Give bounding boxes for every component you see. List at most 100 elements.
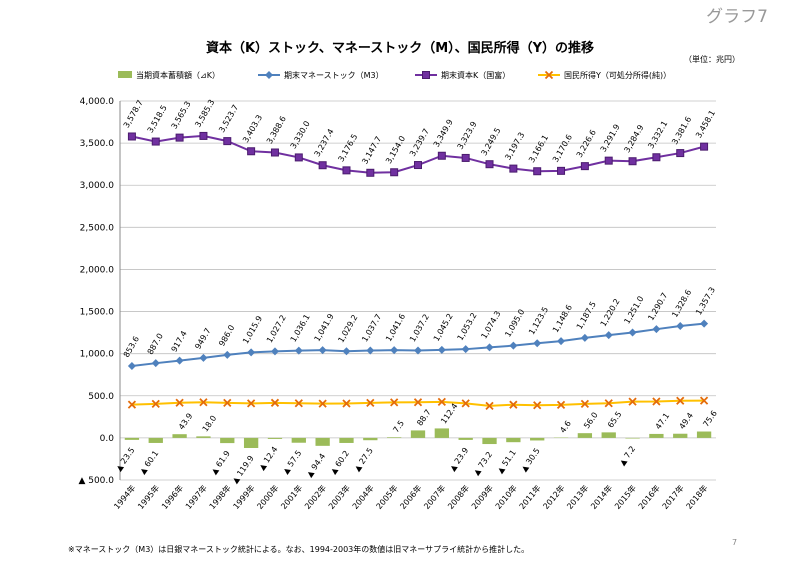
marker <box>533 401 542 410</box>
x-tick-label: 2018年 <box>684 483 710 511</box>
marker <box>533 167 542 176</box>
line-value-label: 1,041.6 <box>384 312 407 343</box>
line-value-label: 3,197.3 <box>503 131 526 162</box>
x-tick-label: 2000年 <box>255 483 281 511</box>
marker <box>652 397 661 406</box>
y-tick-label: 3,000.0 <box>80 181 115 191</box>
bar <box>673 433 688 438</box>
bar <box>243 437 259 448</box>
marker <box>223 137 232 146</box>
marker <box>556 400 566 409</box>
marker <box>437 345 446 354</box>
line-value-label: 3,226.6 <box>575 128 598 159</box>
marker <box>390 168 399 177</box>
bar <box>601 432 616 438</box>
marker <box>557 166 566 175</box>
line-value-label: 1,041.9 <box>313 312 336 343</box>
x-tick-label: 2003年 <box>326 483 352 511</box>
marker <box>604 156 613 165</box>
bar-value-label: ▲ 51.1 <box>495 448 518 475</box>
bar-value-label: 47.1 <box>654 411 672 431</box>
x-tick-label: 2004年 <box>350 483 376 511</box>
bar-value-label: ▲ 60.1 <box>138 449 161 476</box>
marker <box>270 347 279 356</box>
bar <box>696 431 712 438</box>
bar-value-label: 56.0 <box>582 411 600 431</box>
bar <box>267 437 283 439</box>
marker <box>270 398 280 407</box>
marker <box>151 399 160 409</box>
line-value-label: 1,037.7 <box>360 313 383 344</box>
marker <box>318 161 327 170</box>
x-tick-label: 2011年 <box>517 483 543 511</box>
marker <box>127 361 136 370</box>
bar-value-label: ▲ 94.4 <box>305 452 328 479</box>
marker <box>366 398 375 408</box>
y-tick-label: 1,500.0 <box>80 308 115 318</box>
marker <box>270 148 279 157</box>
x-tick-label: 1999年 <box>231 483 257 511</box>
y-tick-label: 1,000.0 <box>80 350 115 360</box>
marker <box>127 400 137 409</box>
line-value-label: 3,284.9 <box>622 123 645 154</box>
line-value-label: 1,290.7 <box>646 291 669 322</box>
bar <box>363 437 378 441</box>
bar-value-label: ▲ 23.5 <box>114 446 137 473</box>
line-value-label: 917.4 <box>170 329 189 353</box>
marker <box>294 346 303 355</box>
y-tick-label: 0.0 <box>100 434 115 444</box>
bar-value-label: ▲ 7.2 <box>618 444 638 467</box>
x-tick-label: 2005年 <box>374 483 400 511</box>
bar <box>315 437 330 446</box>
marker <box>223 398 232 407</box>
marker <box>414 346 422 355</box>
bar <box>530 437 545 441</box>
bar-value-label: 18.0 <box>201 414 219 434</box>
marker <box>437 151 446 160</box>
chart-title: 資本（K）ストック、マネーストック（M）、国民所得（Y）の推移 <box>206 40 594 56</box>
line-value-label: 3,381.6 <box>670 115 693 146</box>
line-value-label: 3,239.7 <box>408 127 431 158</box>
marker <box>342 347 351 356</box>
bar <box>625 437 640 439</box>
marker <box>699 396 709 405</box>
line-value-label: 1,095.0 <box>503 308 526 339</box>
bar <box>387 437 402 438</box>
marker <box>199 131 208 140</box>
bar-value-label: 43.9 <box>177 412 195 432</box>
legend-label: 期末資本K（国富） <box>441 70 510 80</box>
line-value-label: 3,323.9 <box>456 120 479 151</box>
bar-value-label: 112.4 <box>439 402 460 426</box>
x-tick-label: 1997年 <box>183 483 209 511</box>
marker <box>652 153 661 162</box>
page-number: 7 <box>732 538 737 547</box>
marker <box>390 346 399 355</box>
marker <box>199 398 208 407</box>
x-tick-label: 1994年 <box>112 483 138 511</box>
marker <box>604 399 613 408</box>
y-tick-label: ▲ 500.0 <box>78 476 114 486</box>
marker <box>544 70 554 80</box>
marker <box>342 166 351 175</box>
legend-label: 当期資本蓄積額（⊿K） <box>136 70 220 80</box>
marker <box>390 398 399 407</box>
marker <box>294 153 303 162</box>
legend-swatch <box>118 71 132 78</box>
bar <box>506 437 521 443</box>
marker <box>342 399 351 408</box>
marker <box>557 337 566 346</box>
page-label: グラフ7 <box>706 7 768 27</box>
bar <box>458 437 473 440</box>
bar-value-label: ▲ 27.5 <box>352 446 375 473</box>
bar <box>291 437 306 443</box>
y-tick-label: 3,500.0 <box>80 139 115 149</box>
bar <box>410 430 426 438</box>
line-value-label: 1,074.3 <box>479 309 502 340</box>
marker <box>422 71 430 79</box>
line-value-label: 3,565.3 <box>170 100 193 131</box>
x-tick-label: 2007年 <box>421 483 447 511</box>
bar <box>148 437 163 443</box>
marker <box>580 162 589 171</box>
marker <box>485 343 494 352</box>
marker <box>366 346 375 355</box>
